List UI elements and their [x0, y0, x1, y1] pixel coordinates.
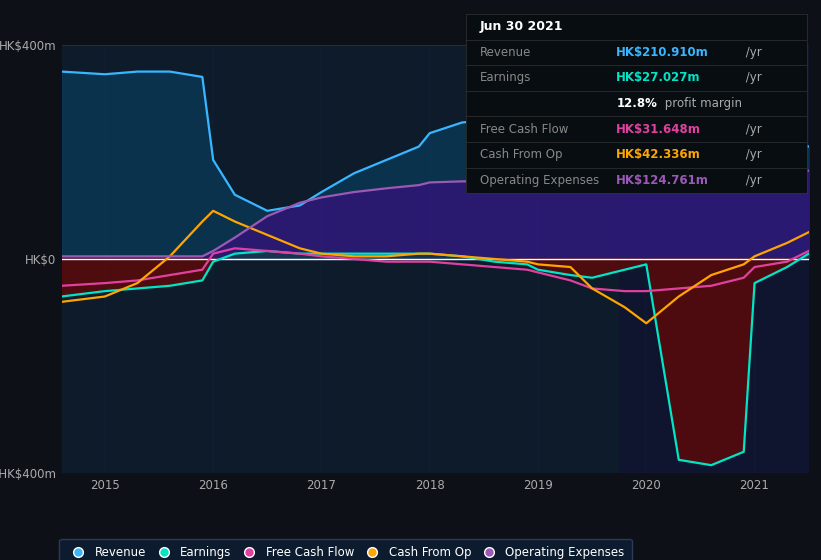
- Text: Earnings: Earnings: [480, 72, 531, 85]
- Text: HK$27.027m: HK$27.027m: [617, 72, 701, 85]
- Text: /yr: /yr: [742, 123, 762, 136]
- Text: HK$31.648m: HK$31.648m: [617, 123, 701, 136]
- Text: /yr: /yr: [742, 148, 762, 161]
- Text: /yr: /yr: [742, 174, 762, 187]
- Text: /yr: /yr: [742, 72, 762, 85]
- Text: profit margin: profit margin: [661, 97, 741, 110]
- Bar: [619, 45, 819, 473]
- Text: 12.8%: 12.8%: [617, 97, 657, 110]
- Text: Cash From Op: Cash From Op: [480, 148, 562, 161]
- Text: /yr: /yr: [742, 46, 762, 59]
- Legend: Revenue, Earnings, Free Cash Flow, Cash From Op, Operating Expenses: Revenue, Earnings, Free Cash Flow, Cash …: [59, 539, 631, 560]
- Text: HK$210.910m: HK$210.910m: [617, 46, 709, 59]
- Text: HK$42.336m: HK$42.336m: [617, 148, 701, 161]
- Text: Free Cash Flow: Free Cash Flow: [480, 123, 568, 136]
- Text: Operating Expenses: Operating Expenses: [480, 174, 599, 187]
- Text: HK$124.761m: HK$124.761m: [617, 174, 709, 187]
- Text: Jun 30 2021: Jun 30 2021: [480, 20, 563, 33]
- Text: Revenue: Revenue: [480, 46, 531, 59]
